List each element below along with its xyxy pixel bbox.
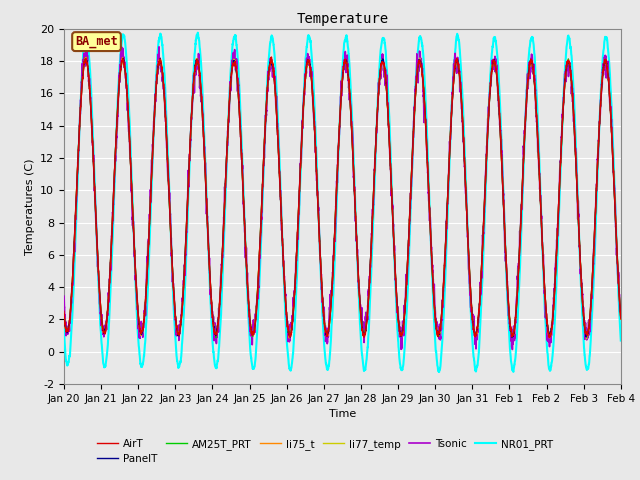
AM25T_PRT: [60, 315, 68, 321]
Text: BA_met: BA_met: [75, 35, 118, 48]
Title: Temperature: Temperature: [296, 12, 388, 26]
Legend: AirT, PanelT, AM25T_PRT, li75_t, li77_temp, Tsonic, NR01_PRT: AirT, PanelT, AM25T_PRT, li75_t, li77_te…: [97, 439, 553, 464]
li75_t: [322, 330, 330, 336]
Line: PanelT: PanelT: [64, 58, 621, 337]
Tsonic: [509, 347, 516, 352]
NR01_PRT: [468, 320, 476, 325]
AM25T_PRT: [617, 314, 625, 320]
PanelT: [322, 330, 330, 336]
NR01_PRT: [436, 361, 444, 367]
PanelT: [156, 55, 164, 61]
PanelT: [436, 323, 444, 329]
AM25T_PRT: [436, 324, 444, 330]
PanelT: [499, 187, 507, 193]
li77_temp: [616, 310, 624, 315]
li75_t: [436, 322, 444, 328]
Tsonic: [118, 44, 125, 49]
AM25T_PRT: [468, 303, 476, 309]
NR01_PRT: [160, 64, 168, 70]
AirT: [268, 54, 275, 60]
Line: li75_t: li75_t: [64, 58, 621, 338]
PanelT: [468, 302, 476, 308]
AirT: [616, 309, 624, 315]
Tsonic: [499, 186, 507, 192]
PanelT: [617, 314, 625, 320]
X-axis label: Time: Time: [329, 409, 356, 419]
li77_temp: [617, 316, 625, 322]
NR01_PRT: [435, 369, 443, 375]
Line: NR01_PRT: NR01_PRT: [64, 33, 621, 372]
Tsonic: [60, 293, 68, 299]
AM25T_PRT: [82, 55, 90, 60]
li77_temp: [499, 186, 507, 192]
AM25T_PRT: [616, 307, 624, 313]
Tsonic: [161, 85, 168, 91]
li75_t: [468, 302, 476, 308]
Line: li77_temp: li77_temp: [64, 58, 621, 339]
AirT: [545, 335, 553, 340]
AM25T_PRT: [212, 335, 220, 340]
PanelT: [616, 309, 624, 314]
PanelT: [60, 312, 68, 317]
Tsonic: [467, 306, 475, 312]
li75_t: [118, 55, 126, 60]
li75_t: [616, 308, 624, 314]
li77_temp: [60, 313, 68, 319]
li75_t: [161, 92, 168, 97]
PanelT: [287, 335, 294, 340]
NR01_PRT: [499, 178, 507, 183]
Tsonic: [322, 337, 330, 343]
li77_temp: [467, 300, 475, 306]
NR01_PRT: [194, 30, 202, 36]
NR01_PRT: [617, 337, 625, 343]
li77_temp: [416, 55, 424, 61]
li77_temp: [582, 336, 590, 342]
li75_t: [617, 316, 625, 322]
AirT: [467, 302, 475, 308]
Line: AirT: AirT: [64, 57, 621, 337]
NR01_PRT: [616, 329, 624, 335]
AM25T_PRT: [161, 90, 168, 96]
AirT: [160, 89, 168, 95]
Tsonic: [616, 310, 624, 315]
li77_temp: [160, 89, 168, 95]
AirT: [617, 316, 625, 322]
Tsonic: [436, 334, 444, 339]
NR01_PRT: [60, 327, 68, 333]
NR01_PRT: [322, 360, 330, 365]
li77_temp: [436, 324, 444, 330]
li75_t: [285, 335, 293, 341]
Y-axis label: Temperatures (C): Temperatures (C): [24, 158, 35, 255]
Line: Tsonic: Tsonic: [64, 47, 621, 349]
AirT: [499, 186, 507, 192]
li75_t: [499, 189, 507, 195]
Tsonic: [617, 312, 625, 318]
AirT: [322, 328, 330, 334]
li77_temp: [322, 328, 330, 334]
AirT: [60, 309, 68, 314]
AM25T_PRT: [499, 189, 507, 194]
li75_t: [60, 312, 68, 317]
AM25T_PRT: [322, 330, 330, 336]
Line: AM25T_PRT: AM25T_PRT: [64, 58, 621, 337]
PanelT: [161, 92, 168, 98]
AirT: [436, 325, 444, 331]
